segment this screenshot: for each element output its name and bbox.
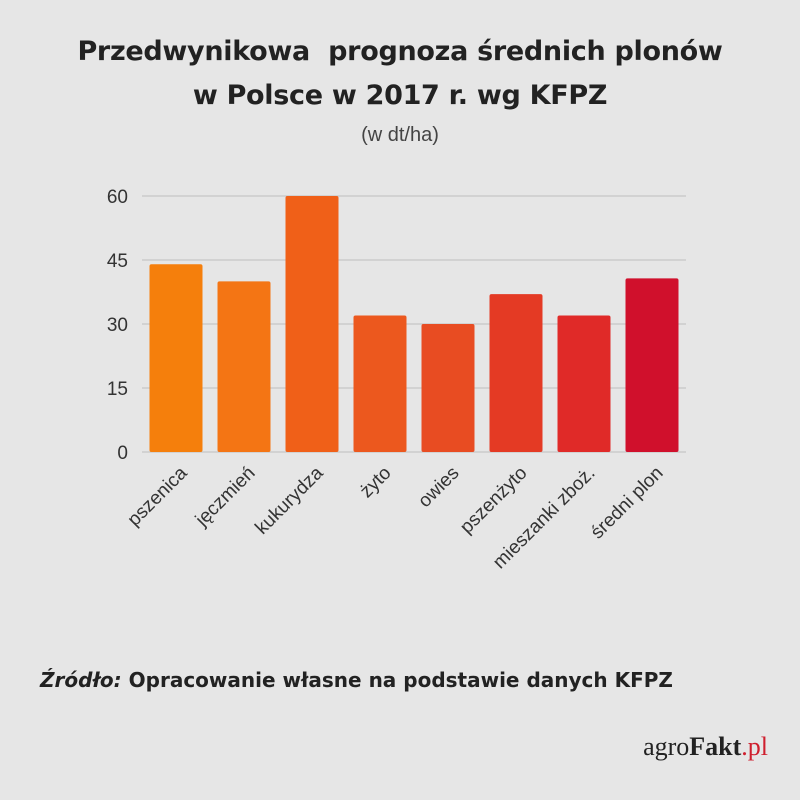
bars [149,196,679,452]
chart-title-line-1: Przedwynikowa prognoza średnich plonów [77,36,723,67]
bar-3 [353,315,407,452]
x-tick-label: średni plon [587,463,668,544]
logo-part-tld: .pl [741,732,768,761]
y-tick-label: 15 [107,379,128,400]
y-axis-ticks: 0 15 30 45 60 [107,187,128,464]
source-note: Źródło: Opracowanie własne na podstawie … [40,668,673,692]
logo-part-fakt: Fakt [689,732,742,761]
source-label: Źródło: [40,668,122,692]
x-tick-label: pszenica [124,462,192,530]
chart-title: Przedwynikowa prognoza średnich plonów w… [0,30,800,118]
bar-5 [489,294,543,452]
chart-subtitle: (w dt/ha) [361,124,439,146]
bar-7 [625,278,679,452]
y-tick-label: 30 [107,315,128,336]
y-tick-label: 0 [117,443,128,464]
y-tick-label: 45 [107,251,128,272]
source-text: Opracowanie własne na podstawie danych K… [121,668,673,692]
x-tick-label: kukurydza [251,462,327,538]
x-tick-label: żyto [356,463,395,502]
x-tick-label: owies [414,463,463,512]
bar-0 [149,264,203,452]
bar-6 [557,315,611,452]
agrofakt-logo: agroFakt.pl [643,732,768,762]
bar-4 [421,324,475,452]
chart-title-line-2: w Polsce w 2017 r. wg KFPZ [192,80,608,111]
x-tick-label: jęczmień [191,463,260,532]
logo-part-agro: agro [643,732,690,761]
bar-1 [217,281,271,452]
bar-2 [285,196,339,452]
y-tick-label: 60 [107,187,128,208]
